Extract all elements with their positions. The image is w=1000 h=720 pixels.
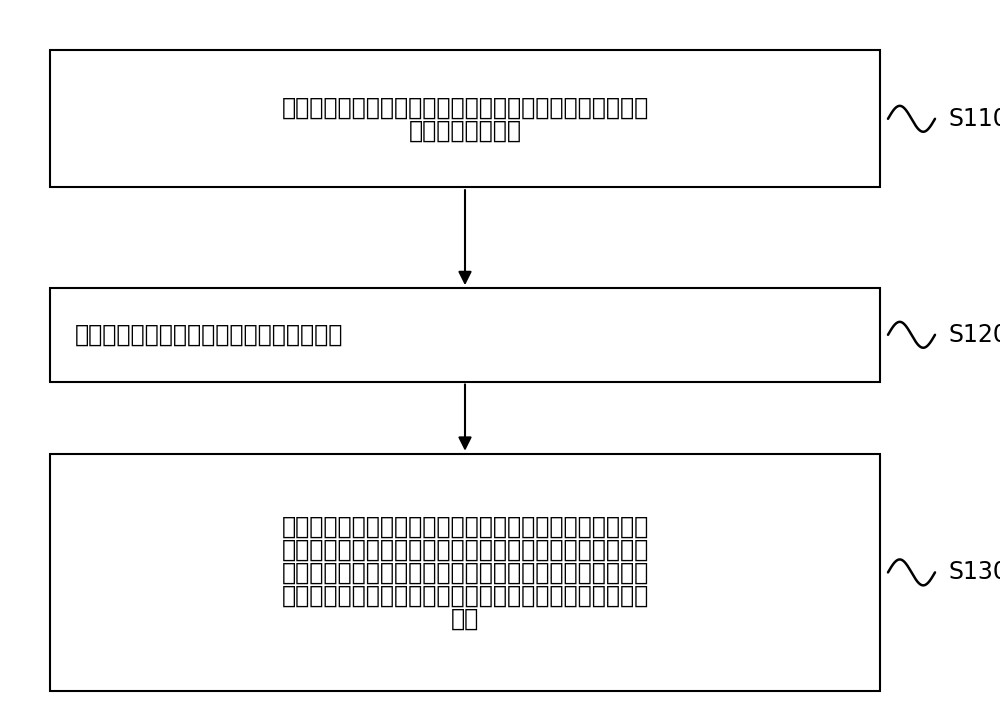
- Text: S110: S110: [948, 107, 1000, 131]
- Bar: [50, 50, 880, 187]
- Text: S130: S130: [948, 560, 1000, 585]
- Text: 设流量范围，当气路流量超出预设流量范围时，气路流量控: 设流量范围，当气路流量超出预设流量范围时，气路流量控: [281, 537, 649, 562]
- Text: 气路流量控制单元根据气路流量，判断气路流量是否超出预: 气路流量控制单元根据气路流量，判断气路流量是否超出预: [281, 514, 649, 539]
- Bar: [50, 288, 880, 382]
- Text: 机台的跑货时间表: 机台的跑货时间表: [408, 118, 522, 143]
- Text: 机台跑货任务预测单元收集产线信息，并根据产线信息预测: 机台跑货任务预测单元收集产线信息，并根据产线信息预测: [281, 95, 649, 120]
- Text: 当下机台的跑货状态，并根据跑货状态做出相应的流量控制: 当下机台的跑货状态，并根据跑货状态做出相应的流量控制: [281, 583, 649, 608]
- Text: 制单元根据机台跑货任务预测单元提供的跑货时间表，判断: 制单元根据机台跑货任务预测单元提供的跑货时间表，判断: [281, 560, 649, 585]
- Bar: [50, 454, 880, 691]
- Text: S120: S120: [948, 323, 1000, 347]
- Text: 气路流量监测单元实时监测机台的气路流量: 气路流量监测单元实时监测机台的气路流量: [75, 323, 343, 347]
- Text: 指令: 指令: [451, 606, 479, 631]
